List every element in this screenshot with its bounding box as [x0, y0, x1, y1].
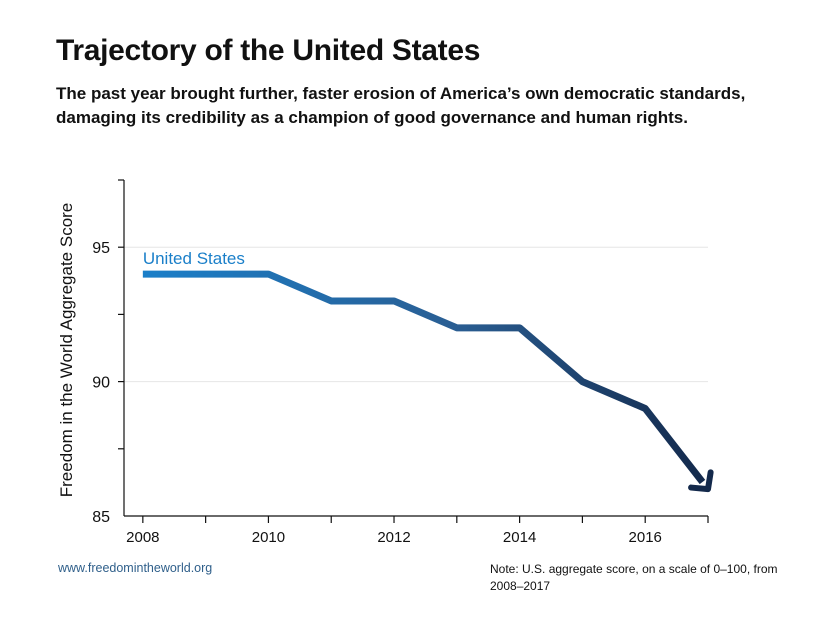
- x-tick-label: 2010: [252, 529, 285, 546]
- page-title: Trajectory of the United States: [56, 34, 481, 67]
- series-arrowhead-icon: [688, 469, 714, 493]
- page-subtitle: The past year brought further, faster er…: [56, 84, 746, 127]
- x-tick-label: 2012: [377, 529, 410, 546]
- y-tick-label: 90: [92, 375, 110, 392]
- tick-labels: 85 90 95 2008 2010 2012 2014 2016 Freedom in the…: [57, 203, 662, 546]
- x-tick-label: 2008: [126, 529, 159, 546]
- chart-note: Note: U.S. aggregate score, on a scale o…: [490, 562, 778, 593]
- grid-lines: [124, 246, 708, 383]
- x-tick-label: 2016: [629, 529, 662, 546]
- series-layer: [142, 270, 714, 493]
- y-tick-label: 95: [92, 240, 110, 257]
- axes: [118, 179, 709, 523]
- series-line-united-states: [142, 270, 706, 485]
- series-label: United States: [143, 249, 245, 268]
- y-axis-label: Freedom in the World Aggregate Score: [57, 203, 76, 498]
- source-link[interactable]: www.freedomintheworld.org: [58, 561, 213, 575]
- x-tick-label: 2014: [503, 529, 536, 546]
- y-tick-label: 85: [92, 509, 110, 526]
